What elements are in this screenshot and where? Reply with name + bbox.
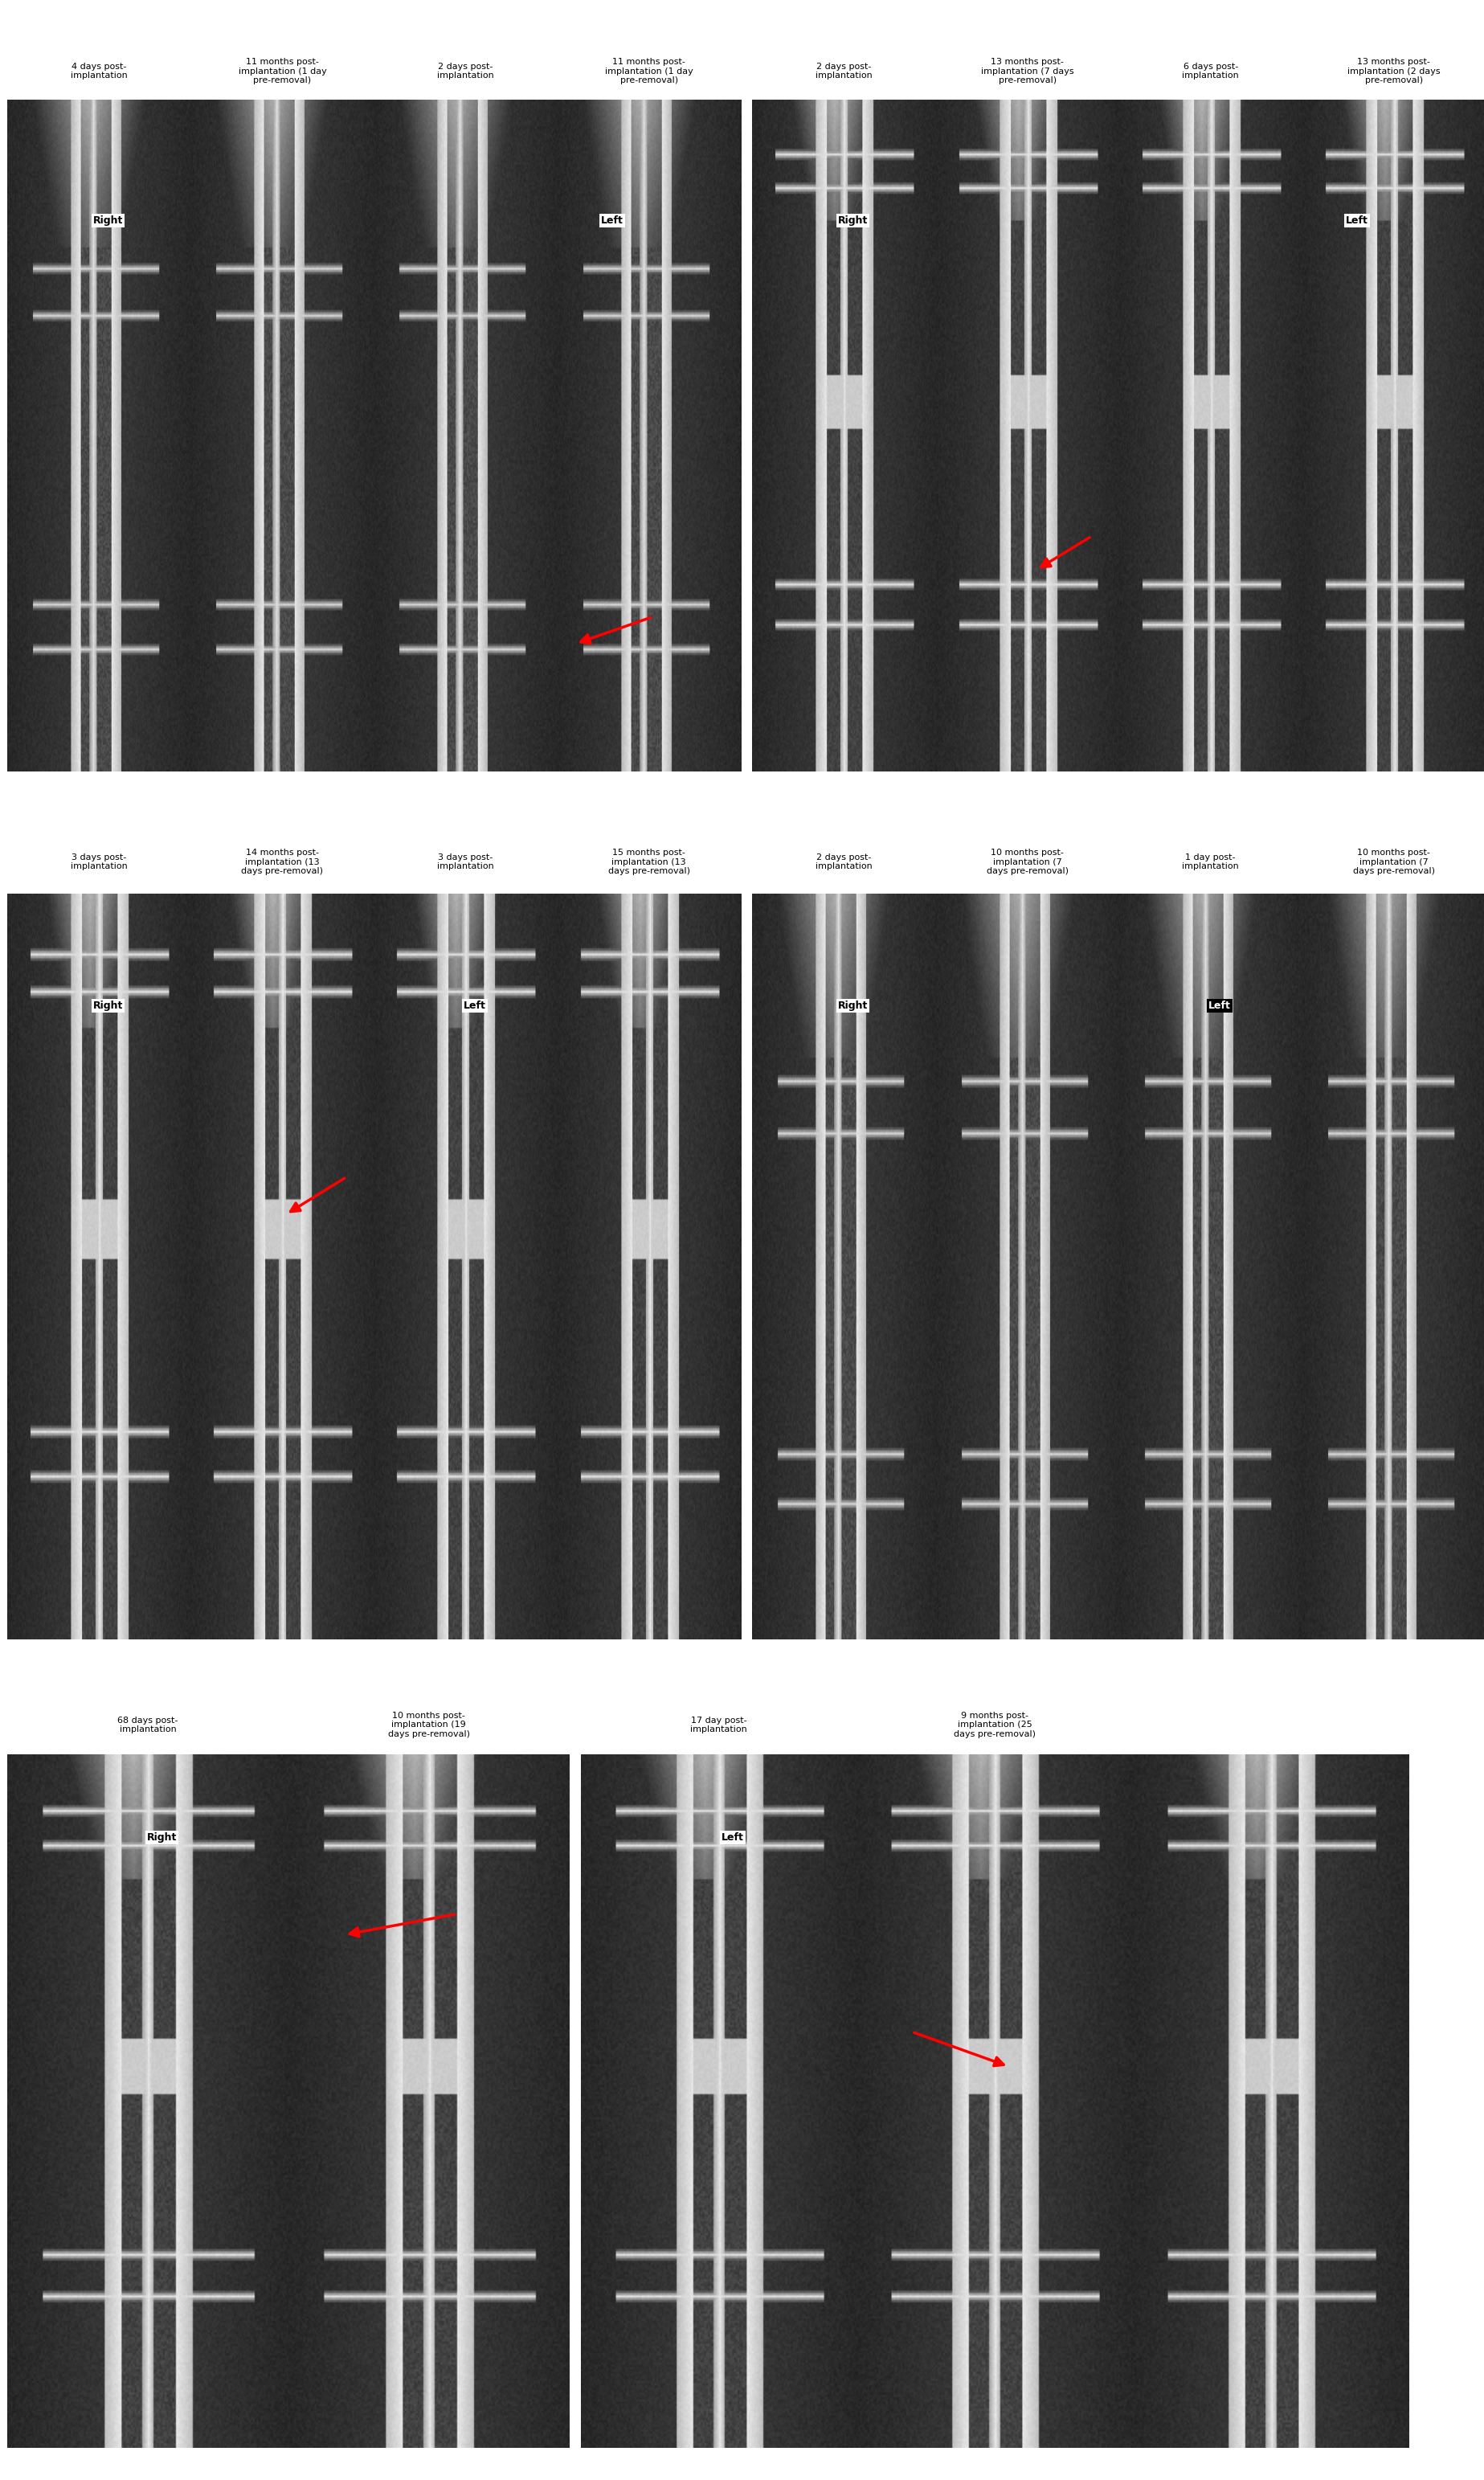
Text: 11 months post-
implantation (1 day
pre-removal): 11 months post- implantation (1 day pre-… bbox=[239, 57, 326, 84]
Text: 1 day post-
implantation: 1 day post- implantation bbox=[1183, 853, 1239, 870]
Text: Right: Right bbox=[838, 216, 868, 226]
Text: 13 months post-
implantation (2 days
pre-removal): 13 months post- implantation (2 days pre… bbox=[1347, 57, 1441, 84]
Text: 10 months post-
implantation (19
days pre-removal): 10 months post- implantation (19 days pr… bbox=[387, 1711, 469, 1738]
Text: 14 months post-
implantation (13
days pre-removal): 14 months post- implantation (13 days pr… bbox=[242, 848, 324, 875]
Text: 11 months post-
implantation (1 day
pre-removal): 11 months post- implantation (1 day pre-… bbox=[605, 57, 693, 84]
Text: Left: Left bbox=[1208, 999, 1230, 1012]
Text: 2 days post-
implantation: 2 days post- implantation bbox=[438, 62, 494, 79]
Text: Patient 5: Femoral Nail: Patient 5: Femoral Nail bbox=[202, 1669, 374, 1684]
Text: Right: Right bbox=[93, 216, 123, 226]
Text: 17 day post-
implantation: 17 day post- implantation bbox=[690, 1716, 748, 1734]
Text: 13 months post-
implantation (7 days
pre-removal): 13 months post- implantation (7 days pre… bbox=[981, 57, 1074, 84]
Text: Patient 2: Femoral Nails: Patient 2: Femoral Nails bbox=[1028, 17, 1209, 32]
Text: Right: Right bbox=[838, 999, 868, 1012]
Text: Right: Right bbox=[93, 999, 123, 1012]
Text: Patient 3: Femoral Nails: Patient 3: Femoral Nails bbox=[283, 804, 464, 818]
Text: Patient 1: Tibial Nails: Patient 1: Tibial Nails bbox=[294, 17, 454, 32]
Text: 2 days post-
implantation: 2 days post- implantation bbox=[816, 62, 873, 79]
Text: Right: Right bbox=[147, 1833, 177, 1843]
Text: 9 months post-
implantation (25
days pre-removal): 9 months post- implantation (25 days pre… bbox=[954, 1711, 1036, 1738]
Text: Patient 6: Femoral Nail: Patient 6: Femoral Nail bbox=[908, 1669, 1082, 1684]
Text: 2 days post-
implantation: 2 days post- implantation bbox=[816, 853, 873, 870]
Text: Left: Left bbox=[463, 999, 485, 1012]
Text: 6 days post-
implantation: 6 days post- implantation bbox=[1183, 62, 1239, 79]
Text: Left: Left bbox=[721, 1833, 743, 1843]
Text: 68 days post-
implantation: 68 days post- implantation bbox=[117, 1716, 178, 1734]
Text: 10 months post-
implantation (7
days pre-removal): 10 months post- implantation (7 days pre… bbox=[987, 848, 1068, 875]
Text: Left: Left bbox=[1346, 216, 1368, 226]
Text: Left: Left bbox=[601, 216, 623, 226]
Text: 15 months post-
implantation (13
days pre-removal): 15 months post- implantation (13 days pr… bbox=[608, 848, 690, 875]
Text: 3 days post-
implantation: 3 days post- implantation bbox=[438, 853, 494, 870]
Text: 3 days post-
implantation: 3 days post- implantation bbox=[71, 853, 128, 870]
Text: Patient 4: Tibial Nails: Patient 4: Tibial Nails bbox=[1039, 804, 1199, 818]
Text: 4 days post-
implantation: 4 days post- implantation bbox=[71, 62, 128, 79]
Text: 10 months post-
implantation (7
days pre-removal): 10 months post- implantation (7 days pre… bbox=[1353, 848, 1435, 875]
